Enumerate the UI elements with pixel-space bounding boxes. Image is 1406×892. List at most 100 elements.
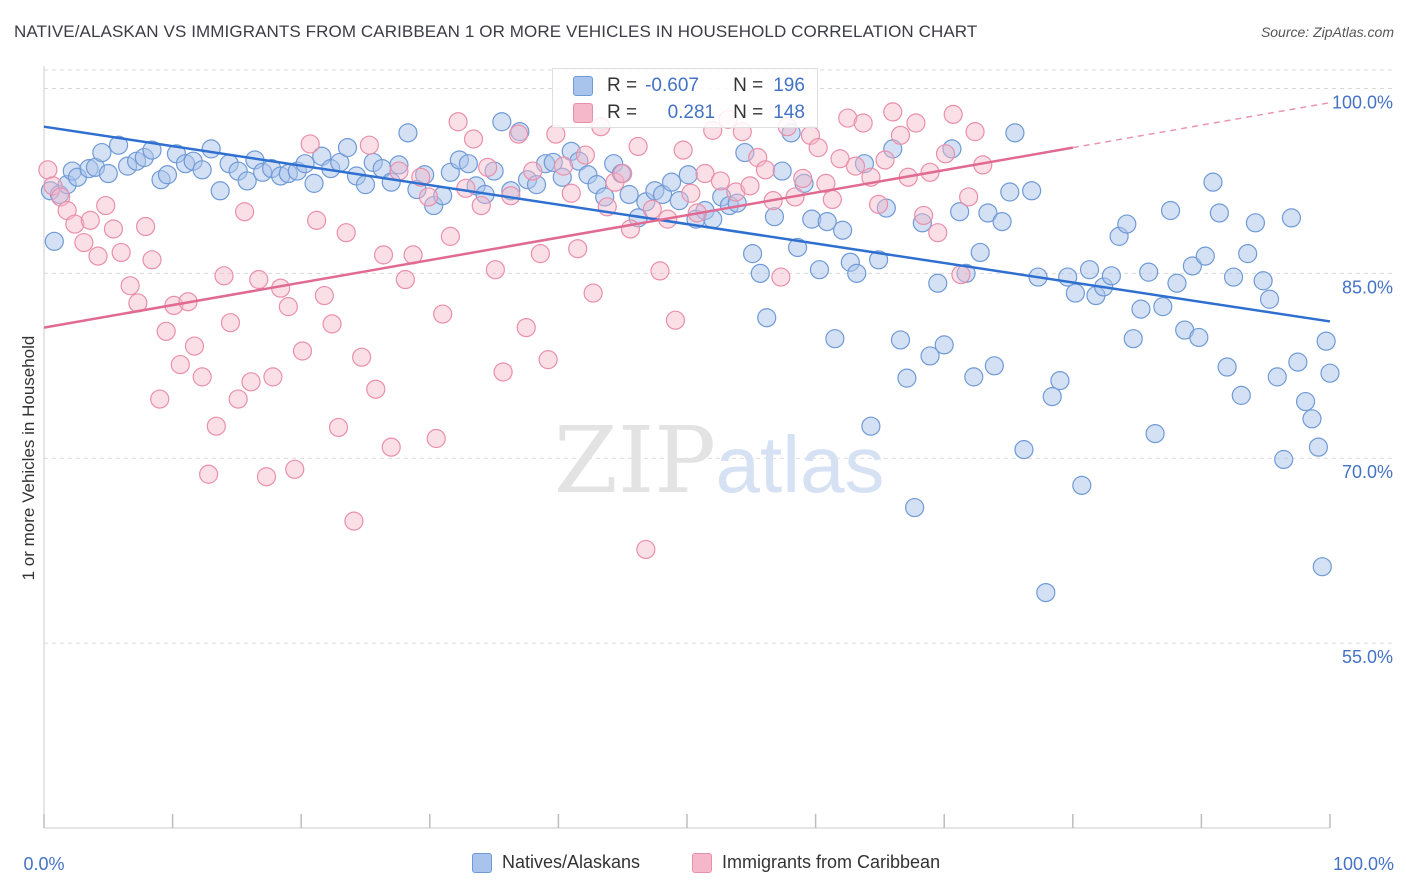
data-point-caribbean — [665, 310, 686, 330]
data-point-caribbean — [43, 176, 63, 196]
data-point-natives — [970, 242, 990, 263]
data-point-caribbean — [530, 244, 550, 264]
data-point-natives — [1302, 409, 1322, 429]
data-point-natives — [304, 173, 324, 193]
data-point-natives — [1308, 437, 1329, 457]
data-point-natives — [1139, 262, 1159, 282]
data-point-caribbean — [249, 269, 269, 290]
data-point-natives — [210, 181, 230, 201]
y-tick-label: 55.0% — [1342, 647, 1393, 667]
legend-label-natives: Natives/Alaskans — [502, 852, 641, 872]
data-point-natives — [1123, 329, 1143, 349]
data-point-natives — [964, 367, 984, 387]
data-point-caribbean — [344, 511, 364, 531]
data-point-caribbean — [285, 459, 305, 479]
stats-blue-r-label: R = — [607, 75, 638, 96]
data-point-natives — [942, 139, 962, 159]
data-point-caribbean — [135, 216, 156, 237]
data-point-natives — [108, 135, 129, 155]
data-point-caribbean — [959, 187, 979, 207]
data-point-natives — [492, 112, 512, 132]
data-point-caribbean — [278, 297, 298, 317]
data-point-caribbean — [111, 242, 131, 263]
data-point-natives — [897, 368, 917, 388]
stats-pink-r-value: 0.281 — [667, 102, 716, 123]
data-point-natives — [619, 184, 639, 205]
data-point-natives — [192, 160, 212, 180]
data-point-caribbean — [440, 226, 460, 246]
legend-label-caribbean: Immigrants from Caribbean — [722, 852, 941, 872]
data-point-natives — [1005, 123, 1025, 143]
data-point-caribbean — [411, 167, 431, 187]
data-point-natives — [1160, 200, 1181, 221]
data-point-caribbean — [538, 350, 558, 370]
watermark: ZIP atlas — [554, 407, 885, 514]
data-point-caribbean — [553, 156, 574, 176]
data-point-natives — [787, 237, 808, 258]
data-point-caribbean — [845, 156, 866, 176]
data-point-caribbean — [418, 187, 439, 207]
data-point-natives — [1145, 423, 1165, 444]
data-point-natives — [912, 213, 932, 233]
stats-box: R = -0.607 N = 196 R = 0.281 N = 148 — [552, 68, 818, 128]
data-point-natives — [398, 123, 418, 143]
data-point-caribbean — [352, 347, 372, 367]
data-point-natives — [1065, 283, 1085, 303]
data-point-caribbean — [373, 245, 394, 265]
data-point-caribbean — [883, 102, 903, 122]
data-point-natives — [992, 212, 1012, 232]
data-point-natives — [1203, 172, 1223, 192]
data-point-caribbean — [322, 314, 342, 334]
data-point-natives — [337, 138, 358, 158]
data-point-caribbean — [914, 205, 934, 226]
data-point-caribbean — [493, 362, 513, 382]
data-point-natives — [1259, 289, 1280, 309]
data-point-caribbean — [256, 467, 277, 487]
data-point-natives — [92, 142, 112, 163]
data-point-caribbean — [359, 135, 379, 155]
data-point-natives — [1316, 331, 1336, 351]
trendline-natives — [43, 125, 1331, 323]
data-point-natives — [237, 171, 257, 191]
data-point-caribbean — [793, 168, 813, 189]
data-point-caribbean — [228, 389, 248, 409]
data-point-natives — [44, 231, 64, 251]
data-point-natives — [1195, 246, 1215, 266]
data-point-caribbean — [38, 160, 58, 180]
data-point-natives — [669, 191, 689, 211]
data-point-caribbean — [561, 183, 581, 203]
data-point-caribbean — [241, 372, 261, 392]
legend-item-caribbean[interactable]: Immigrants from Caribbean — [692, 852, 940, 873]
series-caribbean-points — [38, 102, 993, 560]
data-point-caribbean — [628, 136, 648, 157]
data-point-caribbean — [808, 138, 828, 158]
data-point-natives — [1050, 370, 1070, 391]
stats-row-pink: R = 0.281 N = 148 — [573, 102, 805, 124]
data-point-natives — [389, 155, 409, 175]
data-point-natives — [1072, 475, 1092, 495]
data-point-caribbean — [88, 246, 108, 266]
data-point-caribbean — [485, 260, 505, 280]
stats-swatch-pink — [573, 103, 593, 123]
stats-pink-n-value: 148 — [773, 102, 805, 123]
data-point-caribbean — [853, 113, 873, 133]
data-point-caribbean — [156, 321, 176, 341]
data-point-caribbean — [366, 379, 386, 399]
data-point-caribbean — [890, 125, 911, 145]
data-point-natives — [920, 346, 940, 366]
data-point-caribbean — [838, 108, 858, 128]
series-natives-points — [40, 112, 1340, 603]
data-point-caribbean — [726, 182, 746, 202]
data-point-caribbean — [869, 194, 889, 214]
data-point-caribbean — [120, 276, 140, 296]
y-tick-label: 70.0% — [1342, 462, 1393, 482]
data-point-natives — [1238, 244, 1258, 264]
data-point-caribbean — [170, 354, 190, 375]
data-point-caribbean — [906, 113, 926, 133]
data-point-caribbean — [695, 163, 715, 184]
legend-item-natives[interactable]: Natives/Alaskans — [472, 852, 640, 873]
stats-swatch-blue — [573, 76, 593, 96]
data-point-natives — [1223, 267, 1244, 287]
data-point-caribbean — [103, 219, 124, 239]
data-point-caribbean — [636, 539, 656, 560]
